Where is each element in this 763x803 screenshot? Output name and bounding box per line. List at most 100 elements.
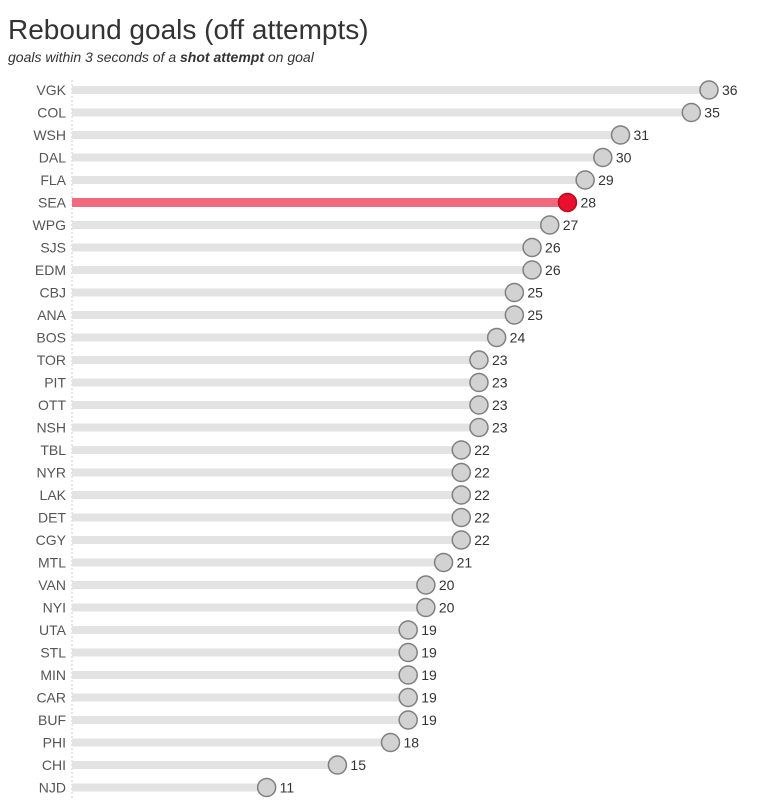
- tick-label: NYR: [36, 465, 66, 481]
- tick-label: MTL: [38, 555, 66, 571]
- data-label: 22: [474, 442, 490, 458]
- chart-row-dal: DAL 30: [39, 147, 632, 168]
- chart-row-nyr: NYR 22: [36, 462, 490, 483]
- tick-label: NJD: [39, 780, 66, 796]
- data-point: [416, 597, 436, 618]
- tick-label: PIT: [44, 375, 66, 391]
- chart-row-tor: TOR 23: [37, 350, 508, 370]
- tick-label: ANA: [37, 307, 66, 323]
- chart-row-cgy: CGY 22: [36, 530, 490, 550]
- data-label: 15: [350, 757, 366, 773]
- data-label: 23: [492, 397, 508, 413]
- chart-row-stl: STL 19: [40, 642, 437, 663]
- tick-label: COL: [37, 105, 66, 121]
- data-label: 19: [421, 712, 437, 728]
- data-point: [540, 215, 560, 235]
- data-point: [469, 395, 489, 415]
- chart-row-lak: LAK 22: [40, 485, 490, 505]
- chart-row-van: VAN 20: [38, 575, 455, 595]
- chart-row-tbl: TBL 22: [40, 440, 490, 460]
- chart-row-fla: FLA 29: [40, 170, 614, 190]
- data-point: [486, 327, 507, 348]
- tick-label: SJS: [40, 240, 66, 256]
- data-label: 27: [563, 217, 579, 233]
- data-label: 11: [280, 780, 295, 796]
- data-label: 35: [704, 105, 720, 121]
- tick-label: FLA: [40, 172, 66, 188]
- chart-row-chi: CHI 15: [42, 755, 366, 775]
- chart-row-njd: NJD 11: [39, 777, 295, 798]
- tick-label: NSH: [36, 420, 66, 436]
- chart-row-nyi: NYI 20: [43, 597, 455, 618]
- data-point: [327, 755, 348, 775]
- data-point: [398, 642, 418, 663]
- data-label: 19: [421, 645, 437, 661]
- data-point: [469, 350, 489, 370]
- chart-row-pit: PIT 23: [44, 372, 508, 393]
- data-label: 20: [439, 577, 455, 593]
- data-point: [522, 237, 542, 258]
- chart-row-car: CAR 19: [36, 687, 437, 708]
- tick-label: WSH: [33, 127, 66, 143]
- tick-label: TBL: [40, 442, 66, 458]
- chart-row-wsh: WSH 31: [33, 125, 650, 145]
- data-label: 19: [421, 622, 437, 638]
- data-point: [699, 80, 719, 100]
- data-point: [557, 192, 578, 213]
- tick-label: WPG: [33, 217, 66, 233]
- tick-label: VGK: [36, 82, 66, 98]
- chart-row-uta: UTA 19: [39, 620, 437, 640]
- data-point: [522, 260, 542, 280]
- chart-row-phi: PHI 18: [43, 732, 420, 753]
- data-point: [451, 530, 472, 550]
- data-point: [504, 305, 525, 325]
- chart-row-sjs: SJS 26: [40, 237, 561, 258]
- data-label: 20: [439, 600, 455, 616]
- tick-label: UTA: [39, 622, 67, 638]
- data-point: [469, 417, 489, 438]
- data-label: 23: [492, 352, 508, 368]
- chart-subtitle: goals within 3 seconds of a shot attempt…: [8, 49, 314, 65]
- chart-row-cbj: CBJ 25: [40, 282, 543, 303]
- chart-row-ott: OTT 23: [38, 395, 508, 415]
- chart-title: Rebound goals (off attempts): [8, 14, 369, 45]
- data-point: [256, 777, 277, 798]
- chart-row-col: COL 35: [37, 102, 720, 123]
- chart-row-mtl: MTL 21: [38, 552, 473, 573]
- data-point: [451, 507, 472, 528]
- tick-label: CBJ: [40, 285, 66, 301]
- data-point: [469, 372, 489, 393]
- data-point: [433, 552, 454, 573]
- data-point: [681, 102, 702, 123]
- data-label: 22: [474, 465, 490, 481]
- tick-label: BOS: [36, 330, 66, 346]
- data-point: [398, 687, 418, 708]
- data-label: 25: [527, 285, 543, 301]
- data-label: 18: [404, 735, 420, 751]
- tick-label: EDM: [35, 262, 66, 278]
- data-label: 19: [421, 667, 437, 683]
- tick-label: SEA: [38, 195, 67, 211]
- data-label: 26: [545, 240, 561, 256]
- chart-row-det: DET 22: [38, 507, 490, 528]
- data-label: 24: [510, 330, 526, 346]
- chart-row-bos: BOS 24: [36, 327, 526, 348]
- data-label: 31: [634, 127, 650, 143]
- subtitle-text-end: on goal: [264, 49, 314, 65]
- data-point: [398, 665, 418, 685]
- data-point: [416, 575, 436, 595]
- data-point: [593, 147, 613, 168]
- data-label: 22: [474, 487, 490, 503]
- data-point: [380, 732, 401, 753]
- tick-label: CHI: [42, 757, 66, 773]
- data-label: 21: [457, 555, 473, 571]
- data-point: [451, 485, 472, 505]
- tick-label: MIN: [40, 667, 66, 683]
- chart-row-sea: SEA 28: [38, 192, 596, 213]
- data-label: 30: [616, 150, 632, 166]
- tick-label: CGY: [36, 532, 67, 548]
- data-label: 26: [545, 262, 561, 278]
- data-label: 36: [722, 82, 738, 98]
- data-point: [398, 620, 418, 640]
